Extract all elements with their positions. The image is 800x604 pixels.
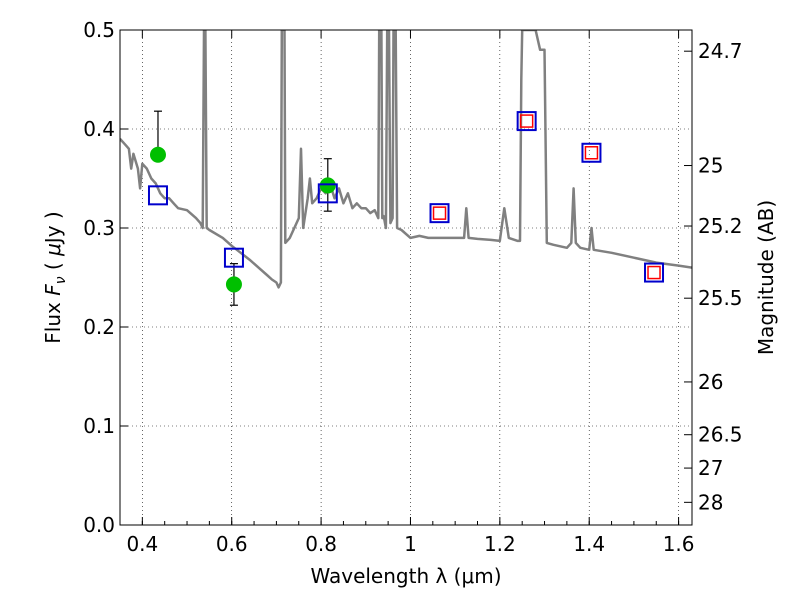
y-tick-label: 0.5 — [83, 18, 115, 42]
x-tick-label: 1 — [404, 532, 417, 556]
y2-tick-label: 24.7 — [698, 39, 743, 63]
x-tick-label: 0.6 — [216, 532, 248, 556]
y-axis-label: Flux Fν ( μJy ) — [41, 211, 69, 343]
observed-flux-point — [149, 146, 166, 163]
upper-limit-square — [519, 114, 534, 128]
x-axis-label: Wavelength λ (μm) — [310, 564, 501, 588]
y2-tick-label: 28 — [698, 490, 723, 514]
axis-ticks: 0.4 0.6 0.8 1 1.2 1.4 1.6 0.0 0.1 0.2 0.3 0.4 0.5 24.… — [83, 18, 742, 556]
axes-frame — [119, 29, 693, 526]
model-flux-square — [516, 111, 537, 132]
y2-tick-label: 26.5 — [698, 423, 743, 447]
x-tick-label: 0.4 — [126, 532, 158, 556]
model-flux-square — [223, 247, 244, 268]
y-tick-label: 0.4 — [83, 117, 115, 141]
y-tick-label: 0.0 — [83, 513, 115, 537]
y2-tick-label: 25.5 — [698, 286, 743, 310]
model-flux-square — [581, 142, 602, 163]
model-spectrum-line — [120, 30, 692, 289]
x-tick-label: 1.6 — [663, 532, 695, 556]
y2-axis-label: Magnitude (AB) — [754, 200, 778, 355]
y-tick-label: 0.3 — [83, 216, 115, 240]
x-tick-label: 1.2 — [484, 532, 516, 556]
upper-limit-square — [647, 265, 661, 280]
upper-limit-square — [432, 206, 447, 220]
x-tick-label: 1.4 — [573, 532, 605, 556]
y2-tick-label: 25 — [698, 154, 723, 178]
observed-flux-point — [225, 276, 242, 293]
y-tick-label: 0.2 — [83, 315, 115, 339]
y2-tick-label: 26 — [698, 370, 723, 394]
model-flux-square — [644, 262, 665, 283]
y2-tick-label: 27 — [698, 456, 723, 480]
model-flux-square — [147, 185, 168, 206]
x-tick-label: 0.8 — [305, 532, 337, 556]
y-tick-label: 0.1 — [83, 414, 115, 438]
plot-area — [120, 30, 692, 306]
y2-tick-label: 25.2 — [698, 214, 743, 238]
model-flux-square — [317, 183, 338, 204]
model-flux-square — [429, 203, 450, 224]
observed-flux-point — [319, 177, 336, 194]
upper-limit-square — [584, 146, 599, 160]
